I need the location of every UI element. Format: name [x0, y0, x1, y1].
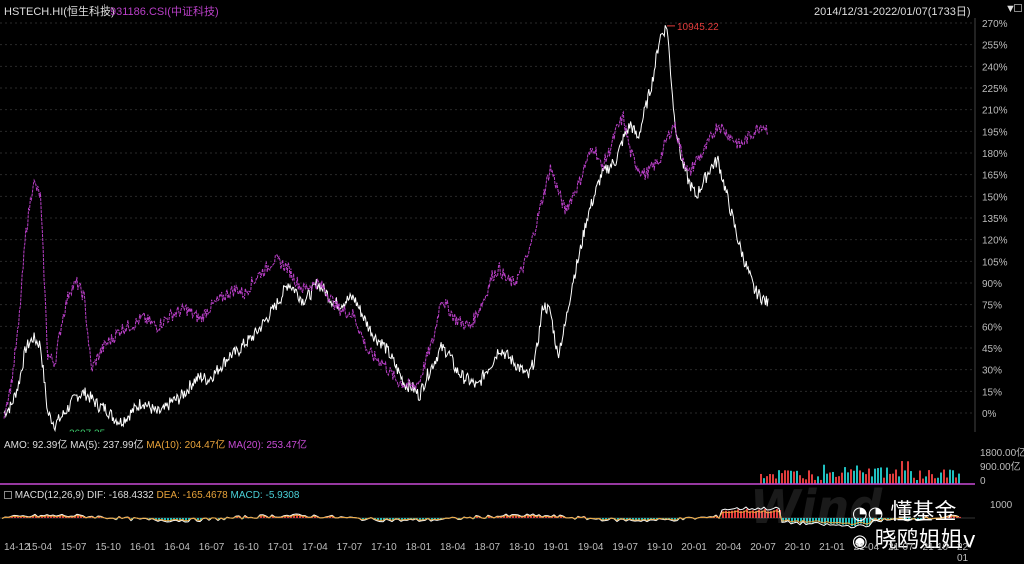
amo-bar	[886, 468, 888, 484]
amo-bar	[889, 474, 891, 484]
x-tick-label: 17-04	[302, 542, 328, 553]
amo-bar	[907, 461, 909, 484]
max-value-label: 10945.22	[677, 22, 719, 33]
wechat-icon: ◔◔	[852, 503, 883, 524]
x-tick-label: 19-04	[578, 542, 604, 553]
x-tick-label: 20-04	[716, 542, 742, 553]
amo-bar	[955, 477, 957, 484]
x-tick-label: 17-10	[371, 542, 397, 553]
y-tick-label: 60%	[982, 322, 1002, 333]
amo-bar	[904, 470, 906, 484]
min-value-label: 2697.35	[69, 429, 106, 432]
x-tick-label: 18-10	[509, 542, 535, 553]
y-tick-label: 120%	[982, 236, 1008, 247]
y-tick-label: 45%	[982, 344, 1002, 355]
amo-bar	[892, 474, 894, 484]
x-tick-label: 18-04	[440, 542, 466, 553]
amo-bar	[913, 478, 915, 484]
x-tick-label: 17-01	[268, 542, 294, 553]
y-tick-label: 135%	[982, 214, 1008, 225]
amo-bar	[922, 479, 924, 484]
y-tick-label: 30%	[982, 366, 1002, 377]
y-tick-label: 240%	[982, 62, 1008, 73]
y-tick-label: 75%	[982, 301, 1002, 312]
y-tick-label: 195%	[982, 127, 1008, 138]
y-tick-label: 150%	[982, 192, 1008, 203]
y-tick-label: 225%	[982, 84, 1008, 95]
x-tick-label: 16-10	[233, 542, 259, 553]
macd-tick: 1000	[990, 500, 1013, 511]
x-tick-label: 15-07	[61, 542, 87, 553]
y-tick-label: 0%	[982, 409, 997, 420]
amo-bar	[898, 476, 900, 484]
y-tick-label: 180%	[982, 149, 1008, 160]
date-range-label[interactable]: 2014/12/31-2022/01/07(1733日)	[814, 3, 971, 19]
chart-header: HSTECH.HI(恒生科技) | 931186.CSI(中证科技) 2014/…	[0, 0, 1024, 18]
x-tick-label: 18-07	[475, 542, 501, 553]
x-tick-label: 19-10	[647, 542, 673, 553]
y-tick-label: 255%	[982, 41, 1008, 52]
amo-bar	[901, 461, 903, 484]
amo-bar	[943, 470, 945, 484]
x-tick-label: 19-01	[543, 542, 569, 553]
y-tick-label: 210%	[982, 106, 1008, 117]
amo-tick-top: 1800.00亿	[980, 446, 1024, 459]
y-tick-label: 105%	[982, 257, 1008, 268]
y-tick-label: 15%	[982, 387, 1002, 398]
amo-bar	[895, 470, 897, 484]
amo-tick-mid: 900.00亿	[980, 460, 1021, 473]
amo-bar	[937, 478, 939, 484]
series1-legend[interactable]: HSTECH.HI(恒生科技)	[4, 3, 115, 19]
x-tick-label: 21-01	[819, 542, 845, 553]
x-tick-label: 21-10	[923, 542, 949, 553]
series2-line[interactable]	[4, 112, 768, 418]
y-tick-label: 270%	[982, 19, 1008, 30]
amo-bar	[925, 476, 927, 484]
x-tick-label: 16-04	[164, 542, 190, 553]
amo-bar	[883, 478, 885, 484]
amo-bar	[931, 474, 933, 484]
amo-bar	[934, 478, 936, 484]
amo-bar	[910, 471, 912, 484]
main-chart[interactable]: 270% 255% 240% 225% 210% 195% 180% 165% 150% 135%…	[0, 18, 1024, 432]
amo-bar	[952, 470, 954, 484]
amo-tick-zero: 0	[980, 476, 986, 487]
macd-toggle-icon[interactable]	[4, 491, 12, 499]
amo-bar	[919, 471, 921, 484]
amo-bar	[940, 473, 942, 484]
x-tick-label: 16-07	[199, 542, 225, 553]
x-tick-label: 19-07	[612, 542, 638, 553]
x-tick-label: 22-01	[957, 542, 975, 564]
x-tick-label: 15-04	[26, 542, 52, 553]
amo-bar	[949, 470, 951, 484]
amo-bar	[928, 470, 930, 484]
x-tick-label: 16-01	[130, 542, 156, 553]
amo-bar	[958, 474, 960, 484]
x-tick-label: 17-07	[337, 542, 363, 553]
y-tick-label: 165%	[982, 171, 1008, 182]
macd-bar	[746, 509, 748, 518]
legend-separator: |	[103, 3, 106, 15]
series2-legend[interactable]: 931186.CSI(中证科技)	[110, 3, 219, 19]
x-tick-label: 20-07	[750, 542, 776, 553]
x-tick-label: 21-07	[888, 542, 914, 553]
amo-bar	[946, 478, 948, 484]
settings-box-icon[interactable]	[1014, 4, 1022, 12]
x-tick-label: 15-10	[95, 542, 121, 553]
macd-bar	[959, 517, 961, 518]
x-tick-label: 20-01	[681, 542, 707, 553]
y-tick-label: 90%	[982, 279, 1002, 290]
x-tick-label: 21-04	[854, 542, 880, 553]
x-tick-label: 20-10	[785, 542, 811, 553]
x-tick-label: 18-01	[406, 542, 432, 553]
